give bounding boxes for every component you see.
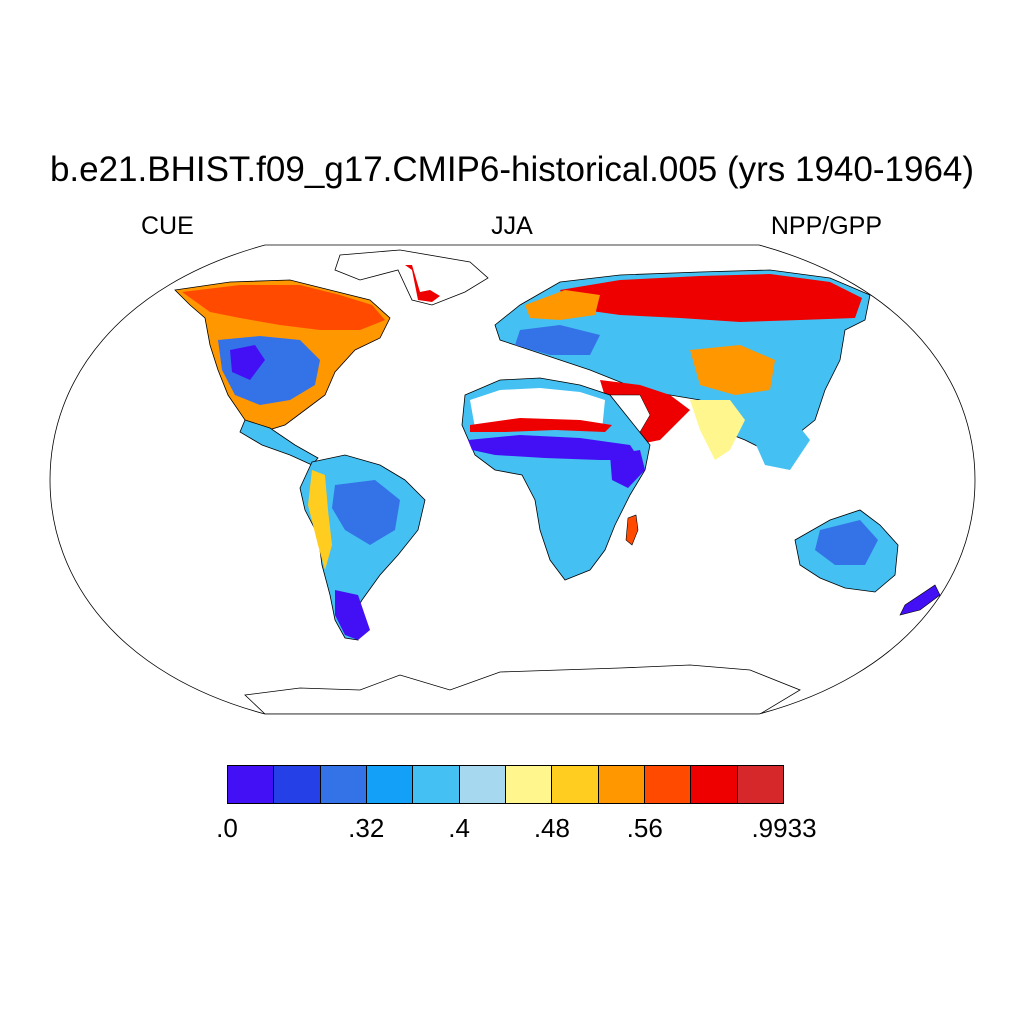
variable-label: CUE [141,212,194,240]
south-america-south-blue [335,590,370,640]
sahel-blue-band [468,435,640,460]
colorbar-label: .0 [216,813,238,843]
sahara-red-stripes [470,418,612,432]
colorbar-label: .56 [626,813,663,843]
australia-interior-blue [815,520,878,565]
colorbar-box [644,766,692,803]
ratio-label: NPP/GPP [770,212,882,240]
new-zealand [899,584,941,616]
colorbar-box [228,766,275,803]
colorbar-label: .4 [448,813,470,843]
colorbar-box [552,766,599,803]
siberia-red-band [560,274,862,322]
south-america-east-blue [332,480,400,545]
colorbar-box [320,766,367,803]
map-border [49,244,976,715]
north-america-southwest-blue [230,345,265,380]
colorbar-box [691,766,738,803]
southeast-asia-blue [745,415,810,470]
north-europe-orange [525,290,600,320]
europe-blue [515,325,600,355]
antarctica-outline [244,664,801,714]
colorbar-box [274,766,321,803]
season-label: JJA [491,212,533,240]
colorbar-box [413,766,460,803]
east-africa-blue [610,450,645,488]
colorbar-label: .32 [348,813,385,843]
colorbar-label: .48 [533,813,570,843]
land-fields [174,249,941,714]
india-yellow [690,400,745,460]
greenland-red-rim [405,265,440,302]
colorbar-box [505,766,553,803]
north-america-north-red [182,285,385,330]
colorbar-box [737,766,783,803]
colorbar-box [598,766,645,803]
madagascar [625,514,639,546]
north-africa-white [470,388,605,430]
colorbar-box [366,766,414,803]
colorbar-label: .9933 [751,813,817,843]
colorbar-box [459,766,506,803]
south-america-andes-yellow [308,470,332,570]
greenland-outline [334,249,489,306]
colorbar [227,765,784,804]
plot-title: b.e21.BHIST.f09_g17.CMIP6-historical.005… [49,150,975,189]
central-asia-orange [690,345,775,395]
